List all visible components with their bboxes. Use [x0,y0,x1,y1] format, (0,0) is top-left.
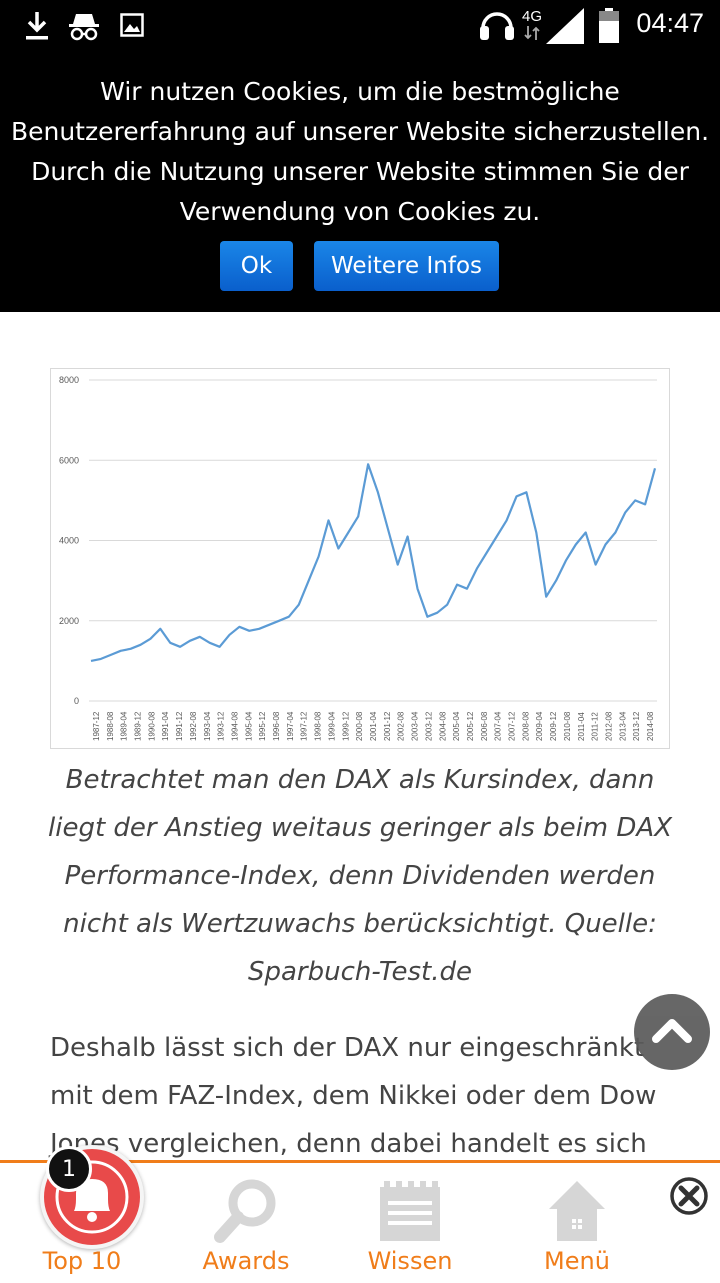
x-tick-label: 2009-04 [535,711,544,741]
cookie-line: Verwendung von Cookies zu. [179,197,541,226]
x-tick-label: 1999-12 [341,711,350,741]
dax-line-chart: 0 2000 4000 6000 8000 1987-12 1988-08 1989-04 19… [59,375,657,741]
nav-item-top10[interactable]: Top 10 [2,1163,162,1283]
x-tick-label: 2005-12 [466,711,475,741]
battery-icon [599,8,619,43]
home-icon [549,1181,605,1241]
paragraph-line: Jones vergleichen, denn dabei handelt es… [50,1129,647,1159]
chevron-up-icon [652,1019,692,1043]
nav-label: Menü [544,1247,610,1275]
x-tick-label: 2011-04 [577,712,586,741]
x-tick-label: 2002-08 [397,711,406,741]
x-tick-label: 2014-08 [646,711,655,741]
cookie-line: Wir nutzen Cookies, um die bestmögliche [100,77,620,106]
y-tick-label: 0 [74,696,79,706]
cookie-line: Durch die Nutzung unserer Website stimme… [31,157,689,186]
nav-label: Wissen [367,1247,453,1275]
x-tick-label: 1988-08 [106,711,115,741]
headset-icon [480,12,514,40]
x-tick-label: 2010-08 [563,711,572,741]
x-tick-label: 1994-08 [230,711,239,741]
x-tick-label: 1998-08 [314,711,323,741]
caption-line: Performance-Index, denn Dividenden werde… [64,861,656,891]
x-tick-label: 1995-12 [258,711,267,741]
chart-caption: Betrachtet man den DAX als Kursindex, da… [40,756,680,996]
image-icon [120,13,144,37]
x-tick-label: 1990-08 [147,711,156,741]
x-tick-label: 2006-08 [480,711,489,741]
signal-icon [546,8,584,44]
x-tick-label: 2007-04 [494,711,503,741]
status-bar: 4G 04:47 [0,0,720,52]
cookie-more-info-button[interactable]: Weitere Infos [314,241,499,291]
network-arrows-icon [524,26,540,40]
x-tick-label: 1992-08 [189,711,198,741]
network-type: 4G [522,8,543,25]
cookie-banner: Wir nutzen Cookies, um die bestmögliche … [0,52,720,312]
series-line [90,463,657,662]
paragraph-line: mit dem FAZ-Index, dem Nikkei oder dem D… [50,1081,657,1111]
y-tick-label: 2000 [59,616,79,626]
x-tick-label: 2005-04 [452,711,461,741]
clock: 04:47 [636,8,704,38]
x-tick-label: 1989-12 [133,711,142,741]
cookie-line: Benutzererfahrung auf unserer Website si… [10,117,710,146]
x-tick-label: 1999-04 [327,711,336,741]
cookie-ok-button[interactable]: Ok [220,241,293,291]
magnifier-icon [214,1179,276,1243]
nav-label: Top 10 [42,1247,122,1275]
caption-line: liegt der Anstieg weitaus geringer als b… [48,813,672,843]
close-icon[interactable] [668,1175,710,1217]
x-tick-label: 2003-12 [424,711,433,741]
y-tick-label: 8000 [59,375,79,385]
x-tick-label: 2012-08 [605,711,614,741]
nav-item-wissen[interactable]: Wissen [330,1163,490,1283]
x-tick-label: 2013-12 [632,711,641,741]
x-tick-label: 2003-04 [411,711,420,741]
article-paragraph: Deshalb lässt sich der DAX nur eingeschr… [50,1024,670,1168]
cookie-message: Wir nutzen Cookies, um die bestmögliche … [0,72,720,232]
notification-badge: 1 [46,1146,92,1192]
notepad-icon [380,1181,440,1241]
nav-item-awards[interactable]: Awards [166,1163,326,1283]
x-tick-label: 2001-04 [369,711,378,741]
paragraph-line: Deshalb lässt sich der DAX nur eingeschr… [50,1033,645,1063]
x-tick-label: 1995-04 [244,711,253,741]
caption-line: Betrachtet man den DAX als Kursindex, da… [65,765,655,795]
y-tick-label: 6000 [59,455,79,465]
incognito-icon [69,14,99,41]
x-tick-label: 2011-12 [591,712,600,741]
dax-chart: 0 2000 4000 6000 8000 1987-12 1988-08 1989-04 19… [50,368,670,749]
x-tick-label: 2008-08 [521,711,530,741]
x-tick-label: 1991-12 [175,711,184,741]
caption-line: Sparbuch-Test.de [247,957,473,987]
x-tick-label: 2001-12 [383,711,392,741]
x-tick-label: 1991-04 [161,711,170,741]
x-tick-label: 1997-12 [300,711,309,741]
download-icon [26,12,48,40]
x-tick-label: 1996-08 [272,711,281,741]
y-tick-label: 4000 [59,536,79,546]
x-tick-label: 2009-12 [549,711,558,741]
nav-label: Awards [202,1247,290,1275]
x-tick-label: 1987-12 [92,711,101,741]
caption-line: nicht als Wertzuwachs berücksichtigt. Qu… [63,909,657,939]
x-tick-label: 1993-04 [203,711,212,741]
x-tick-label: 2013-04 [618,711,627,741]
x-tick-label: 1989-04 [120,711,129,741]
x-tick-label: 1993-12 [217,711,226,741]
scroll-to-top-button[interactable] [634,994,710,1070]
nav-item-menu[interactable]: Menü [497,1163,657,1283]
x-tick-label: 1997-04 [286,711,295,741]
x-tick-label: 2007-12 [508,711,517,741]
x-tick-label: 2000-08 [355,711,364,741]
x-tick-label: 2004-08 [438,711,447,741]
